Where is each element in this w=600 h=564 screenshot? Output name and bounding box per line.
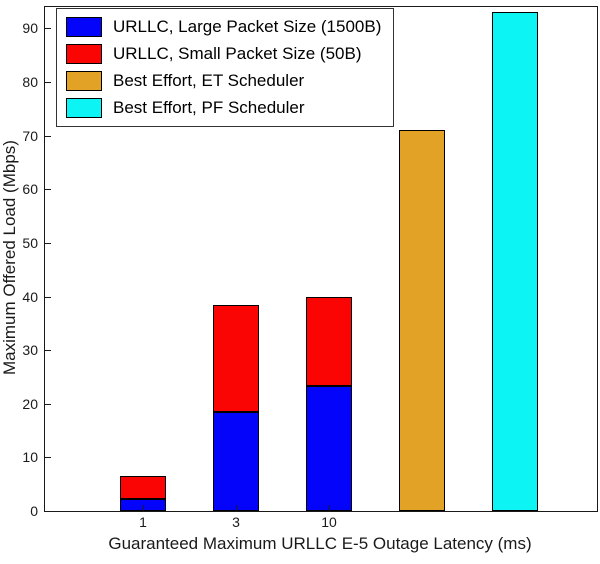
bar-segment-urllc-small xyxy=(306,296,352,387)
bar-segment-urllc-small xyxy=(119,475,166,500)
y-tick-label: 90 xyxy=(22,20,38,37)
y-tick-label: 10 xyxy=(22,449,38,466)
x-axis-label: Guaranteed Maximum URLLC E-5 Outage Late… xyxy=(108,534,532,553)
y-tick-mark xyxy=(45,457,51,459)
legend-item-urllc-large: URLLC, Large Packet Size (1500B) xyxy=(66,16,381,38)
y-tick-label: 0 xyxy=(30,503,38,519)
y-tick-label: 40 xyxy=(22,288,38,305)
y-tick-label: 50 xyxy=(22,234,38,251)
x-tick-label: 3 xyxy=(232,514,240,530)
x-tick-mark xyxy=(329,505,330,511)
legend-label-urllc-small: URLLC, Small Packet Size (50B) xyxy=(113,44,362,63)
y-tick-label: 80 xyxy=(22,74,38,91)
legend-item-urllc-small: URLLC, Small Packet Size (50B) xyxy=(66,43,381,65)
legend-label-urllc-large: URLLC, Large Packet Size (1500B) xyxy=(113,17,382,36)
legend-item-be-pf: Best Effort, PF Scheduler xyxy=(66,97,381,119)
legend: URLLC, Large Packet Size (1500B) URLLC, S… xyxy=(56,8,395,127)
plot-area: URLLC, Large Packet Size (1500B) URLLC, S… xyxy=(44,6,598,512)
y-tick-mark xyxy=(45,189,51,191)
y-tick-mark xyxy=(45,296,51,298)
x-tick-mark xyxy=(235,505,237,511)
legend-label-be-pf: Best Effort, PF Scheduler xyxy=(113,98,305,117)
legend-swatch-be-et xyxy=(66,71,102,91)
x-tick-label: 10 xyxy=(321,514,337,530)
legend-item-be-et: Best Effort, ET Scheduler xyxy=(66,70,381,92)
y-tick-label: 70 xyxy=(22,127,38,144)
y-tick-mark xyxy=(45,242,51,244)
y-tick-label: 30 xyxy=(22,342,38,359)
x-tick-label: 1 xyxy=(139,514,147,530)
y-tick-mark xyxy=(45,82,51,84)
bar-segment-urllc-small xyxy=(212,304,259,412)
bar-segment-urllc-large xyxy=(212,411,259,511)
bar-segment-be-et xyxy=(399,130,446,511)
y-tick-mark xyxy=(45,28,51,30)
legend-swatch-be-pf xyxy=(66,98,102,118)
bar-segment-be-pf xyxy=(492,12,539,511)
y-tick-mark xyxy=(45,403,51,405)
y-tick-label: 20 xyxy=(22,395,38,412)
y-tick-mark xyxy=(45,511,51,512)
legend-label-be-et: Best Effort, ET Scheduler xyxy=(113,71,305,90)
legend-swatch-urllc-small xyxy=(66,44,102,64)
y-tick-mark xyxy=(45,135,51,137)
bar-segment-urllc-large xyxy=(306,386,352,511)
y-tick-mark xyxy=(45,350,51,352)
y-tick-label: 60 xyxy=(22,181,38,198)
x-tick-mark xyxy=(142,505,144,511)
legend-swatch-urllc-large xyxy=(66,17,102,37)
